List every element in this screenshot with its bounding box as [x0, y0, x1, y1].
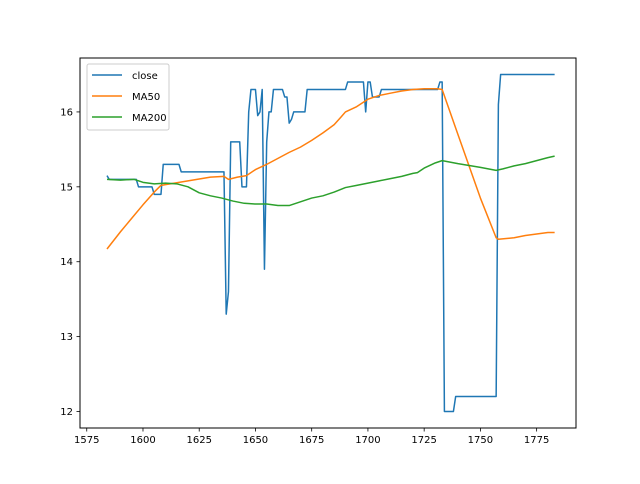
series-line-ma200 — [106, 155, 555, 207]
legend-label-ma200: MA200 — [132, 113, 167, 124]
x-axis: 1575 1600 1625 1650 1675 1700 1725 1750 1775 — [74, 428, 549, 446]
x-tick-label: 1725 — [411, 435, 436, 446]
x-tick-label: 1625 — [186, 435, 211, 446]
legend-label-ma50: MA50 — [132, 92, 160, 103]
series-line-ma50 — [106, 87, 555, 250]
x-tick-label: 1600 — [130, 435, 155, 446]
plot-frame — [79, 57, 577, 429]
y-tick-label: 16 — [60, 107, 73, 118]
y-tick-label: 12 — [60, 407, 73, 418]
y-tick-label: 13 — [60, 332, 73, 343]
series-layer — [106, 73, 555, 413]
x-tick-label: 1750 — [468, 435, 493, 446]
y-tick-label: 14 — [60, 257, 73, 268]
x-tick-label: 1575 — [74, 435, 99, 446]
x-tick-label: 1650 — [243, 435, 268, 446]
y-axis: 12 13 14 15 16 — [60, 107, 80, 418]
y-tick-label: 15 — [60, 182, 73, 193]
axes-layer — [79, 57, 577, 429]
legend-label-close: close — [132, 71, 158, 82]
legend: close MA50 MA200 — [86, 63, 170, 131]
x-tick-label: 1700 — [355, 435, 380, 446]
x-tick-label: 1675 — [299, 435, 324, 446]
legend-box — [86, 63, 170, 131]
x-tick-label: 1775 — [524, 435, 549, 446]
